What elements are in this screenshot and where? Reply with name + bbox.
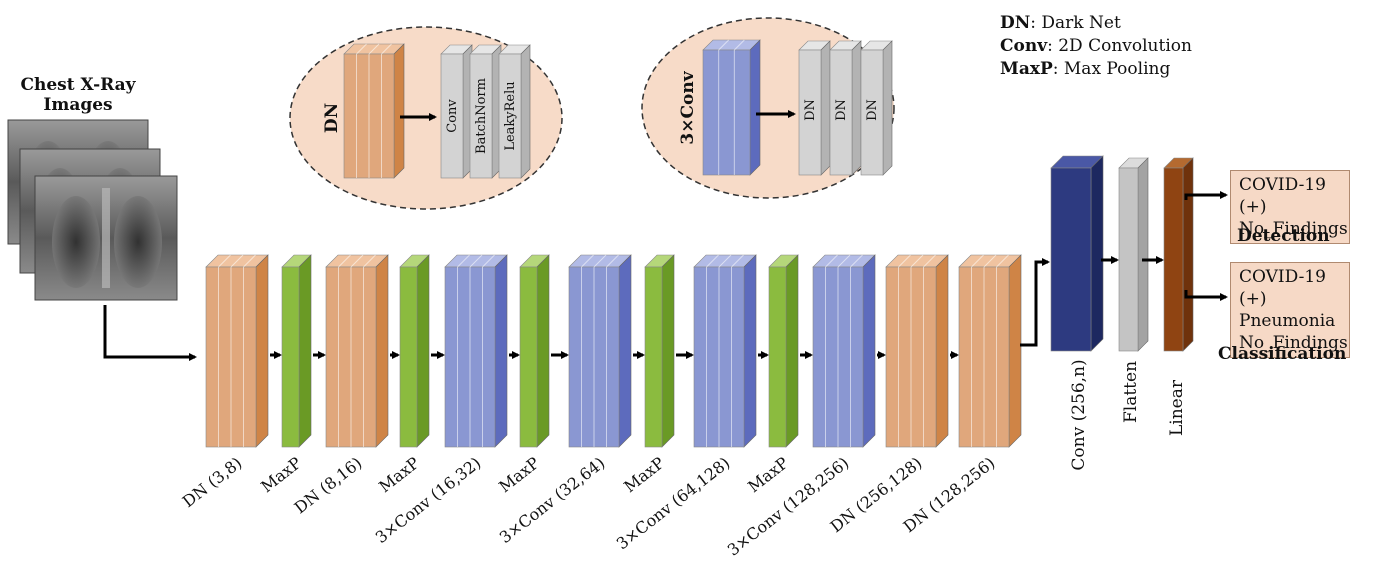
inset-dn-block: [343, 43, 405, 179]
xray-image-front: [34, 175, 178, 301]
pipeline-block-dn: [325, 254, 389, 448]
classification-output-box: COVID-19 (+) Pneumonia No_Findings: [1230, 262, 1350, 358]
pipeline-block-maxp: [399, 254, 430, 448]
xray-stack: [7, 119, 178, 301]
legend: DN: Dark Net Conv: 2D Convolution MaxP: …: [1000, 12, 1192, 81]
pipeline-block-maxp: [768, 254, 799, 448]
input-title-line1: Chest X-Ray: [20, 75, 136, 95]
pipeline-label: MaxP: [257, 453, 305, 496]
classification-item: Pneumonia: [1239, 311, 1336, 331]
pipeline-block-conv3: [444, 254, 508, 448]
pipeline-label: MaxP: [744, 453, 792, 496]
inset-3conv-layer-label: DN: [865, 99, 880, 121]
detection-arrow: [1184, 191, 1228, 200]
inset-dn-layer-label: Conv: [445, 99, 460, 133]
classification-caption: Classification: [1218, 344, 1347, 364]
inset-3conv-layer-label: DN: [803, 99, 818, 121]
pipeline-label: 3×Conv (64,128): [613, 453, 734, 553]
inset-dn-layer-label: BatchNorm: [474, 78, 489, 154]
inset-3conv-layer: [829, 40, 862, 176]
pipeline-block-conv3: [693, 254, 757, 448]
flatten-label: Flatten: [1121, 361, 1141, 423]
head-conv-block: [1050, 155, 1104, 352]
pipeline-label: MaxP: [375, 453, 423, 496]
pipeline-label: 3×Conv (16,32): [372, 453, 485, 547]
classification-arrow: [1184, 290, 1228, 301]
inset-dn-layer-label: LeakyRelu: [503, 81, 518, 150]
inset-dn-label: DN: [322, 103, 342, 133]
classification-item: No_Findings: [1239, 333, 1348, 353]
detection-item: COVID-19 (+): [1239, 175, 1326, 217]
flatten-block: [1118, 157, 1149, 352]
classification-item: COVID-19 (+): [1239, 267, 1326, 309]
inset-3conv-layer-label: DN: [834, 99, 849, 121]
linear-block: [1163, 157, 1194, 352]
pipeline-block-conv3: [568, 254, 632, 448]
pipeline-block-dn: [205, 254, 269, 448]
detection-item: No_Findings: [1239, 219, 1348, 239]
legend-item-maxp: MaxP: Max Pooling: [1000, 59, 1171, 79]
pipeline-block-maxp: [519, 254, 550, 448]
head-conv-label: Conv (256,n): [1069, 359, 1089, 470]
inset-3conv-layer: [860, 40, 893, 176]
pipeline-label: MaxP: [620, 453, 668, 496]
input-title-line2: Images: [43, 95, 112, 115]
inset-3conv-layer: [798, 40, 831, 176]
inset-dn-layer: [498, 44, 531, 179]
pipeline-block-maxp: [644, 254, 675, 448]
pipeline-blocks: [205, 254, 1022, 448]
pipeline-label: MaxP: [495, 453, 543, 496]
pipeline-block-dn: [885, 254, 949, 448]
pipeline-block-maxp: [281, 254, 312, 448]
head-connector-arrow: [1020, 258, 1050, 347]
inset-3conv-label: 3×Conv: [678, 70, 698, 144]
detection-output-box: COVID-19 (+) No_Findings: [1230, 170, 1350, 244]
input-connector-arrow: [103, 305, 197, 361]
pipeline-label: DN (8,16): [291, 453, 366, 517]
legend-item-conv: Conv: 2D Convolution: [1000, 36, 1192, 56]
inset-3conv-blocks: DN DN DN: [702, 39, 893, 176]
legend-item-dn: DN: Dark Net: [1000, 13, 1121, 33]
pipeline-block-dn: [958, 254, 1022, 448]
detection-caption: Detection: [1237, 226, 1330, 246]
pipeline-block-conv3: [812, 254, 876, 448]
linear-label: Linear: [1167, 379, 1187, 436]
pipeline-label: DN (3,8): [179, 453, 246, 511]
head-blocks: [1050, 155, 1194, 352]
inset-3conv-block: [702, 39, 761, 176]
inset-dn-blocks: Conv BatchNorm LeakyRelu: [343, 43, 531, 179]
